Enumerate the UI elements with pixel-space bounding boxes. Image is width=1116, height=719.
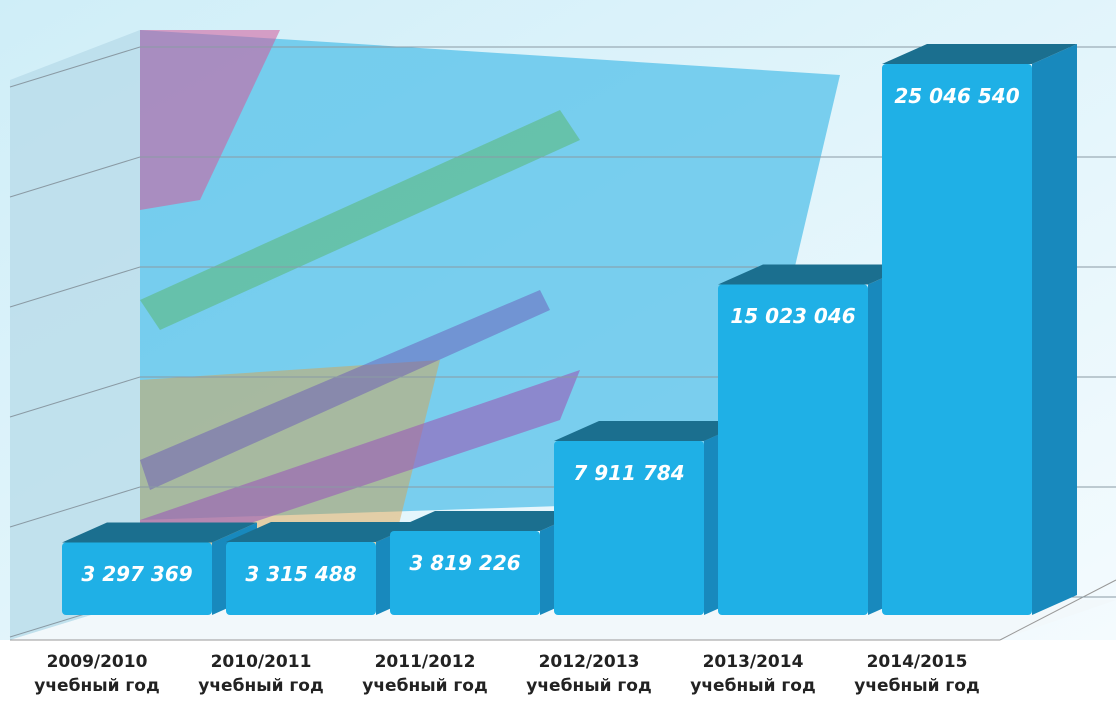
grid-line — [9, 376, 141, 418]
decor — [140, 30, 280, 210]
bar-top — [882, 43, 1077, 64]
grid-line — [9, 266, 141, 308]
value-label: 25 046 540 — [894, 83, 1020, 108]
value-label: 3 819 226 — [409, 550, 521, 575]
side-wall — [10, 30, 140, 640]
value-label: 3 315 488 — [245, 562, 357, 587]
value-label: 7 911 784 — [573, 460, 685, 485]
bar — [62, 542, 212, 615]
x-tick-label: 2011/2012 учебный год — [362, 652, 488, 696]
bar — [882, 63, 1032, 615]
x-tick-label: 2010/2011 учебный год — [198, 652, 324, 696]
bar-side — [1032, 43, 1077, 615]
bar — [554, 440, 704, 615]
bar — [226, 542, 376, 615]
bar — [390, 530, 540, 615]
bar-top — [554, 420, 749, 441]
grid-line — [9, 156, 141, 198]
x-tick-label: 2013/2014 учебный год — [690, 652, 816, 696]
bar-top — [226, 522, 421, 543]
bar — [718, 284, 868, 615]
bar-top — [62, 522, 257, 543]
grid-line — [9, 46, 141, 88]
bar-top — [718, 264, 913, 285]
x-tick-label: 2014/2015 учебный год — [854, 652, 980, 696]
value-label: 3 297 369 — [81, 562, 193, 587]
bar-top — [390, 510, 585, 531]
decor — [140, 110, 580, 330]
floor-edge — [999, 579, 1116, 641]
decor — [140, 290, 550, 490]
decor — [140, 370, 580, 560]
value-label: 15 023 046 — [730, 304, 856, 329]
x-tick-label: 2009/2010 учебный год — [34, 652, 160, 696]
grid-line — [9, 486, 141, 528]
x-tick-label: 2012/2013 учебный год — [526, 652, 652, 696]
